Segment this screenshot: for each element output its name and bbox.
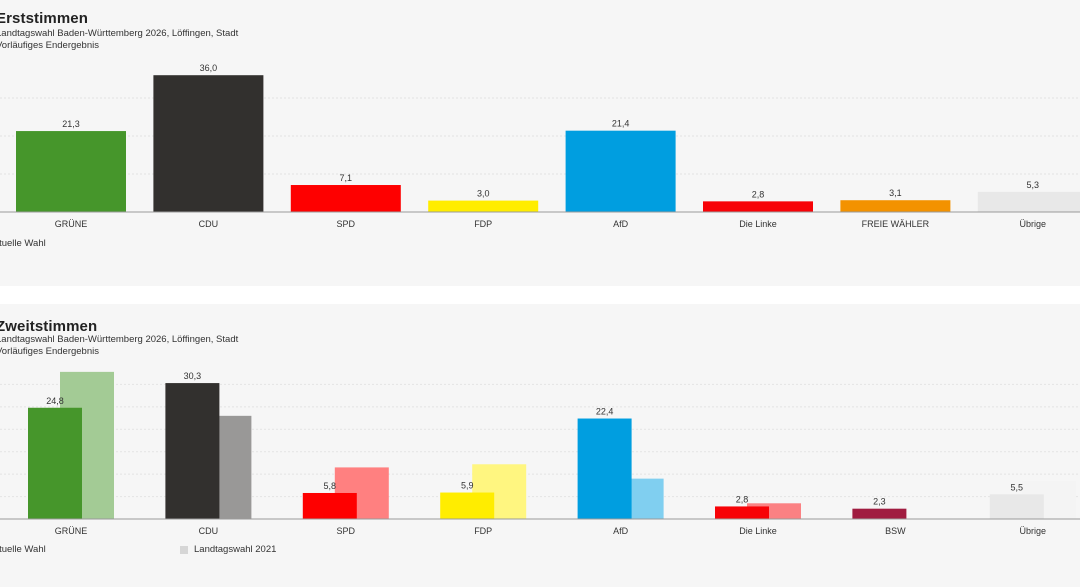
legend-label: Aktuelle Wahl [0,544,46,555]
x-tick-label: Die Linke [739,526,777,536]
data-label: 5,8 [324,481,337,491]
data-label: 30,3 [184,371,202,381]
x-tick-label: SPD [337,526,356,536]
data-label: 24,8 [46,396,64,406]
x-tick-label: SPD [337,219,356,229]
data-label: 5,9 [461,481,474,491]
x-tick-label: FDP [474,219,492,229]
bar-spd [302,492,357,519]
chart-svg: 21,3 GRÜNE 36,0 CDU 7,1 SPD 3,0 FDP 21,4 AfD 2,8 Di… [0,63,1080,229]
bar-die-linke [715,506,769,519]
chart-title: Zweitstimmen [0,318,98,335]
data-label: 2,3 [873,497,886,507]
x-tick-label: AfD [613,219,629,229]
bar-fdp [440,492,495,519]
legend-item-current: Aktuelle Wahl [0,238,46,249]
data-label: 2,8 [752,189,765,199]
data-label: 22,4 [596,407,614,417]
chart-title: Erststimmen [0,10,88,27]
bar-uebrige [989,494,1044,519]
chart-panel-erststimmen: Erststimmen Landtagswahl Baden-Württembe… [0,0,1080,286]
data-label: 21,4 [612,119,630,129]
x-tick-label: CDU [199,526,219,536]
bar-bsw [852,508,907,519]
x-tick-label: GRÜNE [55,526,88,536]
data-label: 3,1 [889,188,902,198]
chart-subtitle-2: Vorläufiges Endergebnis [0,346,99,357]
x-tick-label: FREIE WÄHLER [862,219,930,229]
chart-svg: 24,8 GRÜNE 30,3 CDU 5,8 SPD 5,9 FDP 22,4 AfD 2,8 Di… [0,371,1080,536]
chart-subtitle-1: Landtagswahl Baden-Württemberg 2026, Löf… [0,28,239,39]
bar-gruene [28,407,82,519]
legend-swatch [180,545,188,554]
x-tick-label: GRÜNE [55,219,88,229]
legend-label: Aktuelle Wahl [0,238,46,249]
legend-label: Landtagswahl 2021 [194,544,277,555]
data-label: 36,0 [200,63,218,73]
data-label: 5,5 [1011,482,1024,492]
legend-item-current: Aktuelle Wahl [0,544,46,555]
data-label: 3,0 [477,189,490,199]
x-tick-label: AfD [613,526,629,536]
x-tick-label: Übrige [1020,219,1047,229]
data-label: 2,8 [736,494,749,504]
bar-cdu [165,383,220,519]
x-tick-label: BSW [885,526,906,536]
bar-freie-waehler [840,200,951,212]
bar-fdp [428,200,539,212]
bar-die-linke [703,201,813,212]
x-tick-label: FDP [474,526,492,536]
x-tick-label: Übrige [1020,526,1047,536]
legend-item-2021: Landtagswahl 2021 [180,544,276,555]
data-label: 5,3 [1027,180,1040,190]
chart-subtitle-1: Landtagswahl Baden-Württemberg 2026, Löf… [0,334,239,345]
bar-spd [290,185,401,212]
bar-gruene [16,131,126,212]
data-label: 21,3 [62,119,80,129]
bar-afd [577,418,632,519]
chart-panel-zweitstimmen: Zweitstimmen Landtagswahl Baden-Württemb… [0,304,1080,587]
bar-afd [565,130,676,212]
chart-subtitle-2: Vorläufiges Endergebnis [0,40,99,51]
x-tick-label: CDU [199,219,219,229]
bar-cdu [153,75,264,212]
data-label: 7,1 [340,173,353,183]
bar-uebrige [977,191,1080,212]
x-tick-label: Die Linke [739,219,777,229]
